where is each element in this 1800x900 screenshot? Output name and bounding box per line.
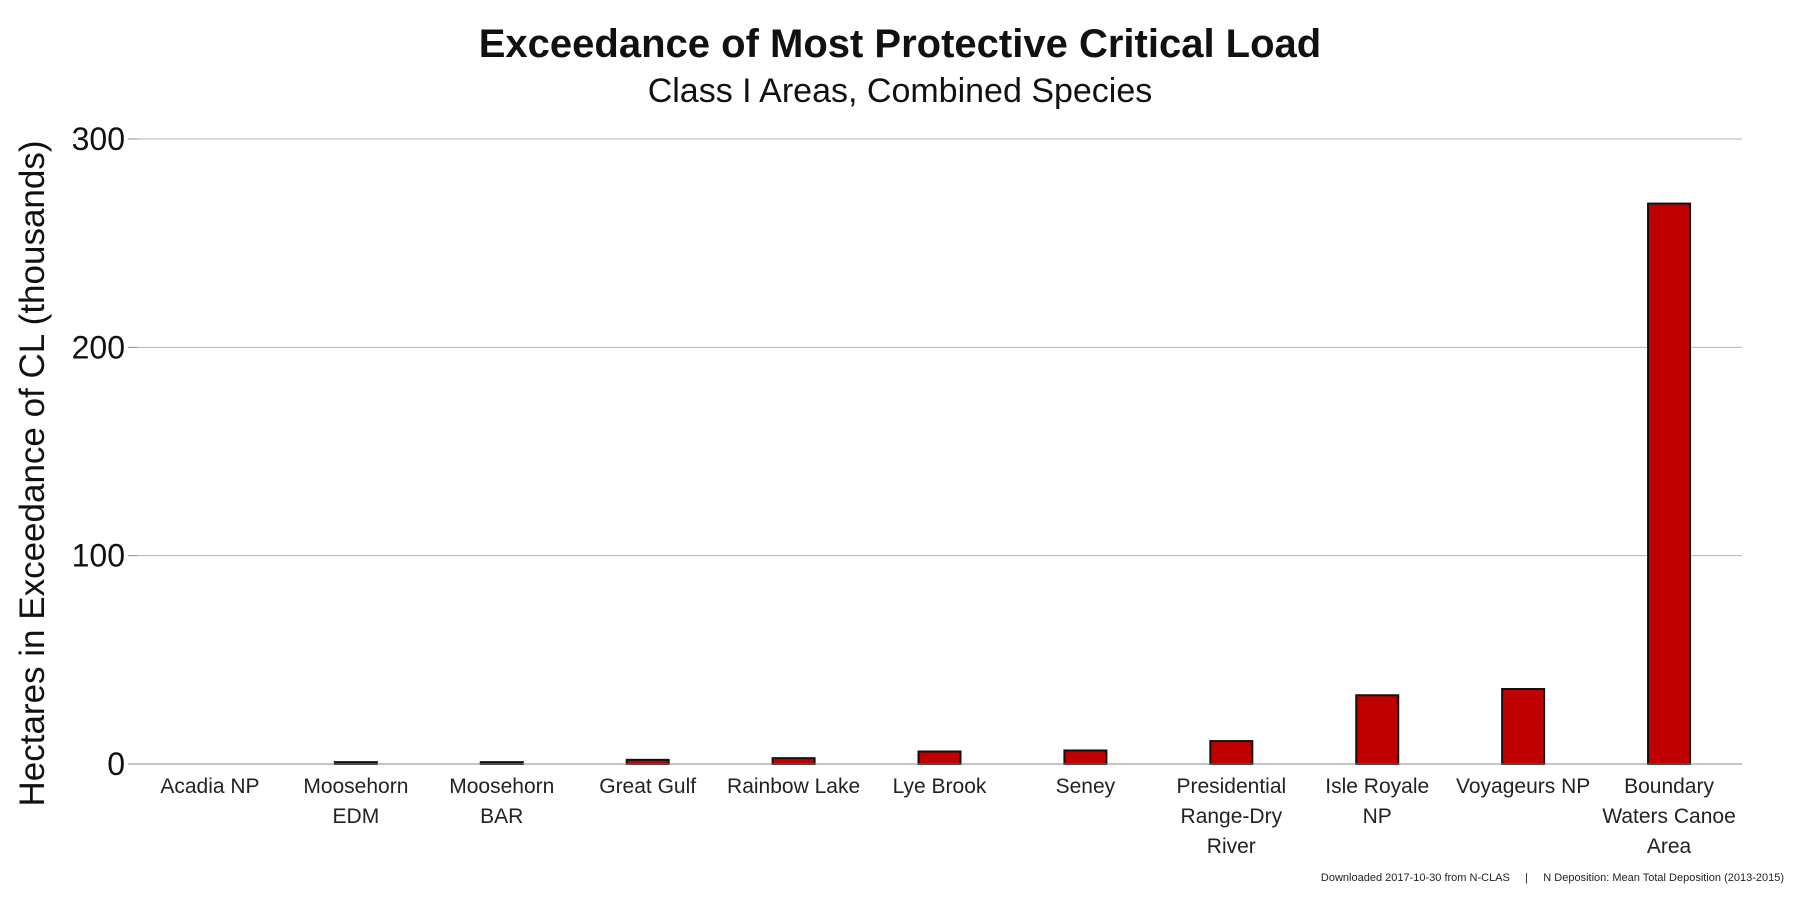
chart-subtitle: Class I Areas, Combined Species [647, 72, 1153, 110]
bar [1063, 749, 1108, 765]
bar [1355, 694, 1400, 765]
bar [625, 758, 670, 765]
x-category-label: Moosehorn BAR [449, 775, 554, 828]
x-category-label: Isle Royale NP [1325, 775, 1429, 828]
bar [1209, 740, 1254, 765]
x-axis-labels: Acadia NP Moosehorn EDM Moosehorn BAR Great G… [160, 775, 1735, 858]
x-category-label: Presidential Range-Dry River [1176, 775, 1286, 858]
footer-note: Downloaded 2017-10-30 from N-CLAS | N De… [1321, 872, 1784, 884]
gridlines [137, 138, 1742, 557]
y-axis-label: Hectares in Exceedance of CL (thousands) [13, 140, 52, 806]
x-category-label: Great Gulf [599, 775, 696, 798]
x-category-label: Seney [1056, 775, 1116, 798]
x-category-label: Boundary Waters Canoe Area [1602, 775, 1735, 858]
x-category-label: Acadia NP [160, 775, 259, 798]
x-category-label: Lye Brook [893, 775, 987, 798]
y-tick-label: 100 [72, 538, 125, 574]
y-tick-label: 200 [72, 329, 125, 365]
x-category-label: Rainbow Lake [727, 775, 860, 798]
bar [1647, 202, 1692, 766]
bars [333, 202, 1692, 766]
x-category-label: Moosehorn EDM [303, 775, 408, 828]
footer-source: Downloaded 2017-10-30 from N-CLAS [1320, 872, 1510, 884]
bar [771, 757, 816, 766]
x-category-label: Voyageurs NP [1456, 775, 1590, 798]
bar [1501, 688, 1546, 765]
y-axis-ticks: 0 100 200 300 [72, 121, 137, 782]
footer-deposition: N Deposition: Mean Total Deposition (201… [1543, 872, 1784, 884]
bar [917, 750, 962, 765]
chart-title: Exceedance of Most Protective Critical L… [478, 22, 1322, 66]
y-tick-label: 0 [107, 746, 125, 782]
footer-separator: | [1525, 872, 1528, 884]
y-tick-label: 300 [72, 121, 125, 157]
